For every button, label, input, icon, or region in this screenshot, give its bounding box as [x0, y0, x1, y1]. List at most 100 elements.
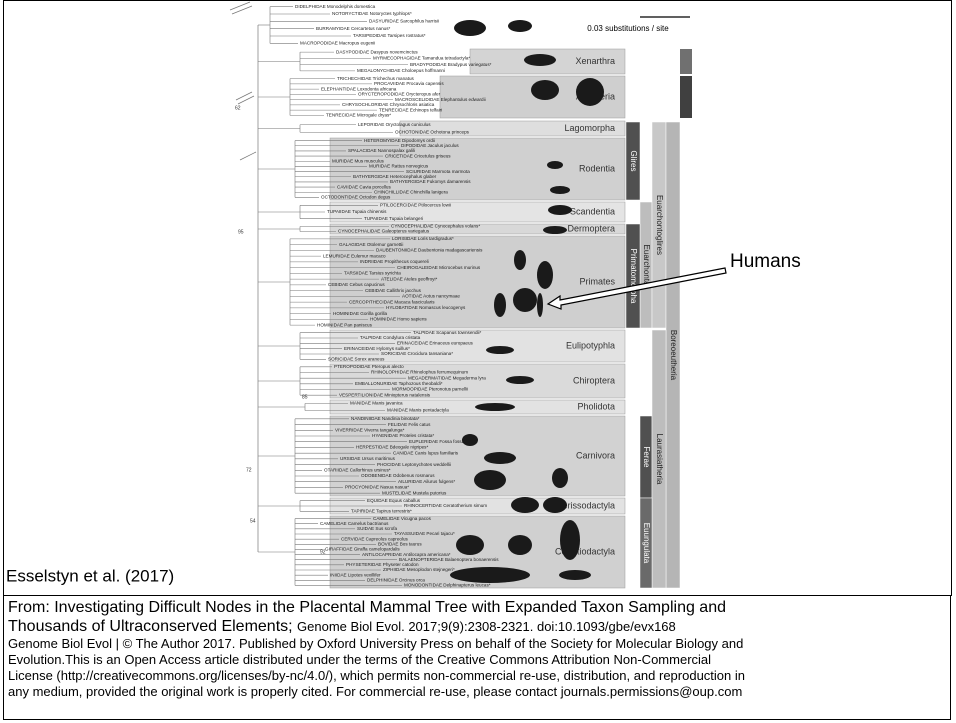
- silhouette: [511, 497, 539, 513]
- taxon-label: EUPLERIDAE Fossa fossana*: [409, 439, 471, 444]
- taxon-label: ATELIDAE Ateles geoffroyi*: [381, 276, 437, 281]
- taxon-label: FELIDAE Felis catus: [388, 422, 431, 427]
- taxon-label: ORYCTEROPODIDAE Orycteropus afer: [358, 92, 441, 97]
- taxon-label: MANIDAE Manis pentadactyla: [387, 408, 449, 413]
- taxon-label: MONODONTIDAE Delphinapterus leucas*: [404, 583, 491, 588]
- silhouette: [524, 54, 556, 66]
- taxon-label: ERINACEIDAE Erinaceus europaeus: [397, 341, 474, 346]
- clade-label: Rodentia: [579, 163, 615, 173]
- silhouette: [508, 535, 532, 555]
- taxon-label: TRICHECHIDAE Trichechus manatus: [337, 76, 415, 81]
- silhouette: [531, 80, 559, 100]
- taxon-label: SORICIDAE Sorex araneus: [328, 357, 385, 362]
- silhouette: [486, 346, 514, 354]
- caption: From: Investigating Difficult Nodes in t…: [3, 596, 951, 720]
- silhouette: [456, 535, 484, 555]
- taxon-label: HOMINIDAE Pan paniscus: [317, 322, 373, 327]
- taxon-label: HYAENIDAE Proteles cristata*: [372, 433, 434, 438]
- clade-label: Carnivora: [576, 450, 615, 460]
- caption-license: Evolution.This is an Open Access article…: [8, 652, 946, 668]
- taxon-label: CEBIDAE Cebus capucinus: [328, 282, 385, 287]
- silhouette: [474, 470, 506, 490]
- taxon-label: MYRMECOPHAGIDAE Tamandua tetradactyla*: [373, 56, 470, 61]
- clade-label: Dermoptera: [567, 223, 615, 233]
- silhouette: [537, 261, 553, 289]
- clade-label: Pholidota: [577, 401, 615, 411]
- taxon-label: SUIDAE Sus scrofa: [357, 526, 398, 531]
- taxon-label: TUPAIIDAE Tupaia chinensis: [327, 209, 387, 214]
- taxon-label: CHRYSOCHLORIDAE Chrysochloris asiatica: [342, 102, 435, 107]
- taxon-label: LEMURIDAE Eulemur macaco: [323, 253, 386, 258]
- taxon-label: VESPERTILIONIDAE Miniopterus natalensis: [339, 392, 431, 397]
- taxon-label: TENRECIDAE Microgale dryas*: [326, 113, 391, 118]
- silhouette: [513, 288, 537, 312]
- taxon-label: MUSTELIDAE Mustela putorius: [382, 490, 447, 495]
- superclade-label: Euungulata: [642, 523, 651, 564]
- superclade-label: Laurasiatheria: [655, 434, 664, 485]
- caption-license: License (http://creativecommons.org/lice…: [8, 668, 946, 684]
- taxon-label: LEPORIDAE Oryctolagus cuniculus: [358, 122, 431, 127]
- silhouette: [514, 250, 526, 270]
- clade-label: Xenarthra: [575, 56, 615, 66]
- taxon-label: CRICETIDAE Cricetulus griseus: [385, 153, 451, 158]
- taxon-label: BATHYERGIDAE Fukomys damarensis: [390, 179, 471, 184]
- page: {"figure": { "scale_label": "0.03 substi…: [0, 0, 956, 723]
- clade-label: Chiroptera: [573, 375, 615, 385]
- taxon-label: EQUIDAE Equus caballus: [367, 498, 421, 503]
- taxon-label: DASYURIDAE Sarcophilus harrisii: [369, 19, 439, 24]
- silhouette: [559, 570, 591, 580]
- taxon-label: TAPIRIDAE Tapirus terrestris*: [351, 509, 412, 514]
- figure: DIDELPHIDAE Monodelphis domestica NOTORYC…: [0, 0, 956, 596]
- taxon-label: TALPIDAE Condylura cristata: [360, 335, 421, 340]
- silhouette: [576, 78, 604, 106]
- taxon-label: DAUBENTONIIDAE Daubentonia madagascarien…: [376, 248, 483, 253]
- scale-label: 0.03 substitutions / site: [587, 24, 669, 33]
- taxon-label: SORICIDAE Crocidura tansaniana*: [381, 351, 453, 356]
- taxon-label: TENRECIDAE Echinops telfairi: [379, 107, 442, 112]
- taxon-label: LORISIDAE Loris tardigradus*: [392, 236, 454, 241]
- clade-label: Primates: [579, 276, 615, 286]
- taxon-label: PTILOCERCIDAE Ptilocercus lowii: [380, 203, 451, 208]
- superclade-label: Euarchonta: [642, 245, 651, 286]
- taxon-label: PHOCIDAE Leptonychotes weddellii: [377, 462, 451, 467]
- clade-label: Lagomorpha: [564, 123, 615, 133]
- caption-citation: Genome Biol Evol. 2017;9(9):2308-2321. d…: [297, 619, 676, 634]
- taxon-label: TARSIPEDIDAE Tarsipes rostratus*: [353, 33, 426, 38]
- credit: Esselstyn et al. (2017): [6, 566, 174, 585]
- support-value: 62: [235, 105, 241, 111]
- silhouette: [560, 520, 580, 560]
- taxon-label: OCHOTONIDAE Ochotona princeps: [395, 129, 470, 134]
- taxon-label: OTARIIDAE Callorhinus ursinus*: [324, 468, 391, 473]
- silhouette: [508, 20, 532, 32]
- taxon-label: RHINOLOPHIDAE Rhinolophus ferrumequinum: [371, 370, 468, 375]
- taxon-label: NOTORYCTIDAE Notoryctes typhlops*: [332, 11, 412, 16]
- taxon-label: HOMINIDAE Gorilla gorilla: [333, 311, 388, 316]
- taxon-label: EMBALLONURIDAE Taphozous theobaldi*: [355, 381, 443, 386]
- taxon-label: AILURIDAE Ailurus fulgens*: [398, 479, 455, 484]
- taxon-label: VIVERRIDAE Viverra tangalunga*: [335, 428, 405, 433]
- superclade-label: Primatomorpha: [629, 249, 638, 304]
- taxon-label: CERCOPITHECIDAE Macaca fascicularis: [349, 299, 435, 304]
- taxon-label: HOMINIDAE Homo sapiens: [370, 317, 427, 322]
- silhouette: [475, 403, 515, 411]
- silhouette: [506, 376, 534, 384]
- superclade-label: Euarchontoglires: [655, 195, 664, 255]
- taxon-label: RHINOCERTIDAE Ceratotherium simum: [404, 503, 487, 508]
- taxon-label: CEBIDAE Callithrix jacchus: [365, 288, 422, 293]
- taxon-label: URSIDAE Ursus maritimus: [340, 456, 396, 461]
- taxon-label: MACROSCELIDIDAE Elephantulus edwardii: [395, 97, 486, 102]
- superclade-label: Glires: [629, 151, 638, 172]
- silhouette: [462, 434, 478, 446]
- taxon-label: MEGADERMATIDAE Megaderma lyra: [408, 375, 486, 380]
- taxon-label: DIDELPHIDAE Monodelphis domestica: [295, 4, 376, 9]
- taxon-label: HYLOBATIDAE Nomascus leucogenys: [386, 305, 466, 310]
- silhouette: [543, 226, 567, 234]
- caption-license: Genome Biol Evol | © The Author 2017. Pu…: [8, 636, 946, 652]
- taxon-label: MANIDAE Manis javanica: [350, 401, 403, 406]
- silhouette: [537, 293, 543, 317]
- superclade-label: Boreoeutheria: [669, 330, 678, 381]
- support-value: 95: [238, 229, 244, 235]
- taxon-label: OCTODONTIDAE Octodon degus: [321, 195, 391, 200]
- clade-label: Scandentia: [570, 206, 615, 216]
- caption-title-cont: Thousands of Ultraconserved Elements;: [8, 618, 293, 635]
